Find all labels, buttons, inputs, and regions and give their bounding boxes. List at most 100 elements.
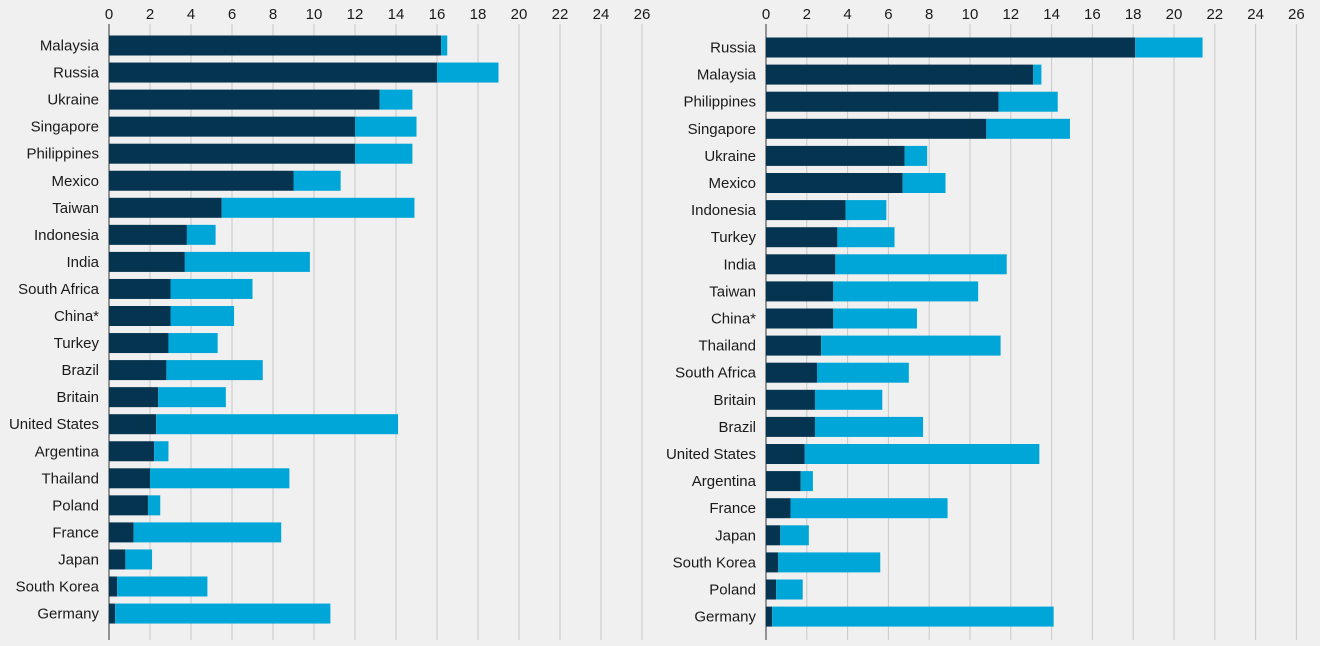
category-label: Russia bbox=[53, 65, 100, 82]
bar-light bbox=[804, 444, 1040, 464]
category-label: Thailand bbox=[41, 470, 99, 487]
category-label: China* bbox=[711, 311, 756, 328]
x-tick-label: 20 bbox=[511, 6, 528, 23]
x-tick-label: 16 bbox=[1084, 6, 1101, 23]
bar-dark bbox=[109, 549, 126, 570]
category-label: United States bbox=[666, 446, 756, 463]
bar-dark bbox=[109, 306, 171, 326]
x-tick-label: 26 bbox=[634, 6, 651, 23]
category-label: Malaysia bbox=[40, 38, 100, 55]
bar-dark bbox=[766, 64, 1034, 85]
category-label: Taiwan bbox=[709, 283, 756, 300]
category-label: Poland bbox=[52, 497, 99, 514]
bar-dark bbox=[766, 281, 834, 302]
bar-dark bbox=[766, 227, 838, 248]
x-tick-label: 10 bbox=[962, 6, 979, 23]
bar-light bbox=[293, 170, 341, 191]
category-label: France bbox=[52, 524, 99, 541]
category-label: Ukraine bbox=[47, 92, 99, 109]
bar-dark bbox=[109, 197, 222, 218]
category-label: Singapore bbox=[31, 119, 99, 136]
category-label: Poland bbox=[709, 582, 756, 599]
bar-dark bbox=[109, 116, 355, 137]
category-label: India bbox=[723, 256, 756, 273]
chart-panel-2: 0 2 4 6 8 10 12 14 16 18 20 22 24 26RussiaMalaysiaPhi… bbox=[666, 6, 1305, 640]
bar-light bbox=[150, 468, 290, 489]
bar-light bbox=[170, 306, 235, 326]
bar-light bbox=[355, 116, 417, 137]
bar-light bbox=[115, 603, 331, 624]
bar-light bbox=[441, 35, 448, 56]
bar-light bbox=[1135, 37, 1203, 58]
bar-dark bbox=[766, 362, 817, 383]
bar-dark bbox=[109, 576, 118, 597]
bar-dark bbox=[766, 91, 999, 112]
bar-dark bbox=[109, 360, 167, 381]
category-label: Turkey bbox=[54, 335, 100, 352]
category-label: Argentina bbox=[692, 473, 757, 490]
x-tick-label: 16 bbox=[429, 6, 446, 23]
category-label: South Africa bbox=[18, 281, 100, 298]
category-label: Argentina bbox=[35, 443, 100, 460]
bar-dark bbox=[766, 173, 903, 193]
x-tick-label: 24 bbox=[593, 6, 610, 23]
bar-light bbox=[355, 143, 413, 164]
x-tick-label: 4 bbox=[187, 6, 195, 23]
x-tick-label: 26 bbox=[1288, 6, 1305, 23]
bar-light bbox=[814, 389, 883, 410]
bar-light bbox=[833, 308, 917, 329]
bar-light bbox=[835, 254, 1007, 275]
bar-dark bbox=[766, 606, 773, 627]
bar-light bbox=[184, 251, 310, 272]
category-label: Ukraine bbox=[704, 148, 756, 165]
category-label: France bbox=[709, 500, 756, 517]
category-label: Taiwan bbox=[52, 200, 99, 217]
bar-dark bbox=[766, 145, 905, 166]
bar-light bbox=[821, 335, 1001, 356]
bar-dark bbox=[109, 414, 157, 435]
x-tick-label: 0 bbox=[105, 6, 113, 23]
bar-light bbox=[117, 576, 208, 597]
chart-panel-1: 0 2 4 6 8 10 12 14 16 18 20 22 24 26MalaysiaRussiaUkr… bbox=[9, 6, 650, 640]
bar-dark bbox=[766, 118, 987, 139]
bar-light bbox=[845, 200, 887, 221]
bar-dark bbox=[109, 522, 134, 543]
x-tick-label: 6 bbox=[228, 6, 236, 23]
bar-dark bbox=[109, 251, 185, 272]
bar-light bbox=[833, 281, 979, 302]
bar-light bbox=[170, 278, 253, 299]
bar-light bbox=[221, 197, 415, 218]
bar-dark bbox=[109, 62, 437, 83]
category-label: Brazil bbox=[718, 419, 756, 436]
category-label: Philippines bbox=[26, 146, 99, 163]
bar-light bbox=[154, 441, 169, 462]
x-tick-label: 22 bbox=[552, 6, 569, 23]
x-tick-label: 24 bbox=[1247, 6, 1264, 23]
category-label: Philippines bbox=[683, 94, 756, 111]
bar-light bbox=[837, 227, 895, 248]
category-label: Japan bbox=[58, 551, 99, 568]
category-label: Turkey bbox=[711, 229, 757, 246]
x-tick-label: 12 bbox=[1002, 6, 1019, 23]
bar-light bbox=[772, 606, 1054, 627]
bar-light bbox=[778, 552, 881, 573]
bar-light bbox=[166, 360, 263, 381]
bar-light bbox=[158, 387, 226, 408]
x-tick-label: 18 bbox=[470, 6, 487, 23]
x-tick-label: 14 bbox=[388, 6, 405, 23]
x-tick-label: 8 bbox=[269, 6, 277, 23]
bar-dark bbox=[109, 333, 169, 354]
bar-light bbox=[379, 89, 413, 110]
category-label: Russia bbox=[710, 40, 757, 57]
bar-dark bbox=[109, 278, 171, 299]
x-tick-label: 12 bbox=[347, 6, 364, 23]
x-tick-label: 22 bbox=[1206, 6, 1223, 23]
category-label: United States bbox=[9, 416, 99, 433]
x-tick-label: 2 bbox=[146, 6, 154, 23]
bar-dark bbox=[766, 525, 781, 546]
category-label: Mexico bbox=[708, 175, 756, 192]
bar-light bbox=[1033, 64, 1042, 85]
x-tick-label: 20 bbox=[1166, 6, 1183, 23]
